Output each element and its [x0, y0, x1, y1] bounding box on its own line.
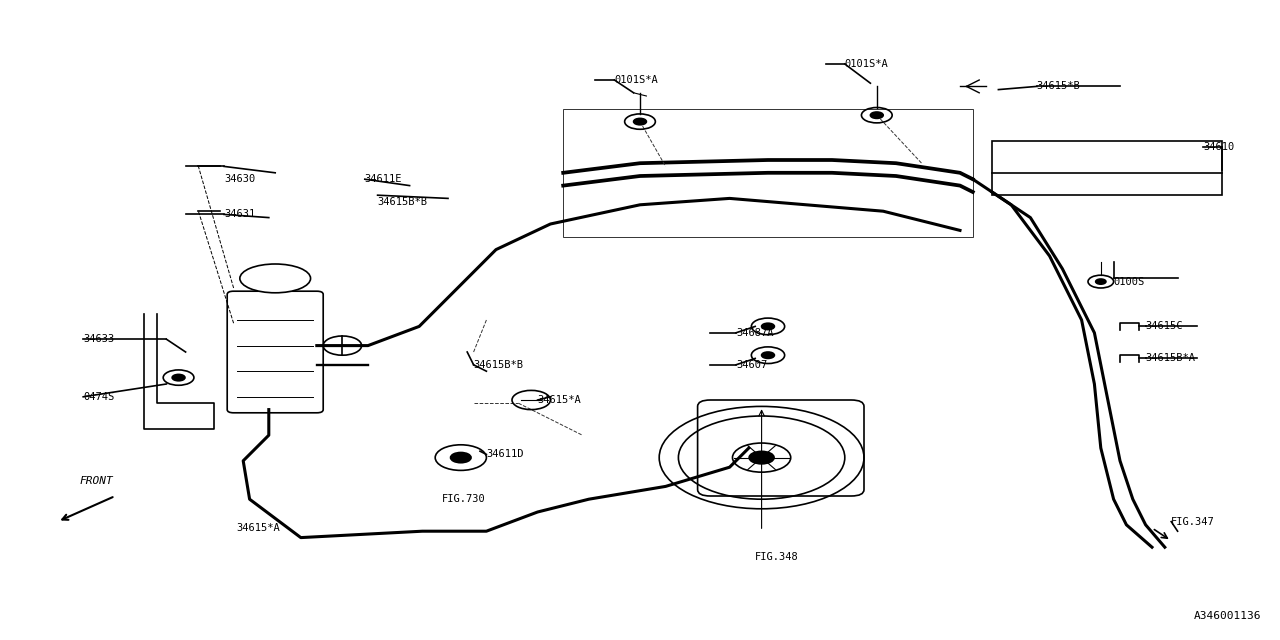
Text: 34615B*B: 34615B*B: [378, 196, 428, 207]
Bar: [992, 141, 1222, 195]
Text: A346001136: A346001136: [1193, 611, 1261, 621]
Text: 34615*A: 34615*A: [237, 523, 280, 533]
Text: 34615*A: 34615*A: [538, 395, 581, 405]
Text: 0474S: 0474S: [83, 392, 114, 402]
Text: 34615B*B: 34615B*B: [474, 360, 524, 370]
Circle shape: [762, 352, 774, 358]
Text: FIG.348: FIG.348: [755, 552, 799, 562]
Circle shape: [172, 374, 184, 381]
Text: 34611D: 34611D: [486, 449, 524, 460]
Text: 34615B*A: 34615B*A: [1146, 353, 1196, 364]
FancyBboxPatch shape: [698, 400, 864, 496]
Text: 34615C: 34615C: [1146, 321, 1183, 332]
Text: FIG.347: FIG.347: [1171, 516, 1215, 527]
Text: 34610: 34610: [1203, 142, 1234, 152]
Text: 0101S*A: 0101S*A: [614, 75, 658, 85]
Circle shape: [749, 451, 774, 464]
Text: FIG.730: FIG.730: [442, 494, 485, 504]
Circle shape: [1096, 279, 1106, 284]
FancyBboxPatch shape: [228, 291, 323, 413]
Circle shape: [762, 323, 774, 330]
Text: 34607: 34607: [736, 360, 767, 370]
Text: 34633: 34633: [83, 334, 114, 344]
Circle shape: [870, 112, 883, 118]
Text: FRONT: FRONT: [79, 476, 113, 486]
Circle shape: [451, 452, 471, 463]
Text: 34631: 34631: [224, 209, 255, 220]
Circle shape: [634, 118, 646, 125]
Text: 0101S*A: 0101S*A: [845, 59, 888, 69]
Ellipse shape: [239, 264, 311, 293]
Text: 34630: 34630: [224, 174, 255, 184]
Bar: [563, 109, 973, 237]
Text: 0100S: 0100S: [1114, 276, 1144, 287]
Text: 34611E: 34611E: [365, 174, 402, 184]
Text: 34687A: 34687A: [736, 328, 773, 338]
Text: 34615*B: 34615*B: [1037, 81, 1080, 92]
